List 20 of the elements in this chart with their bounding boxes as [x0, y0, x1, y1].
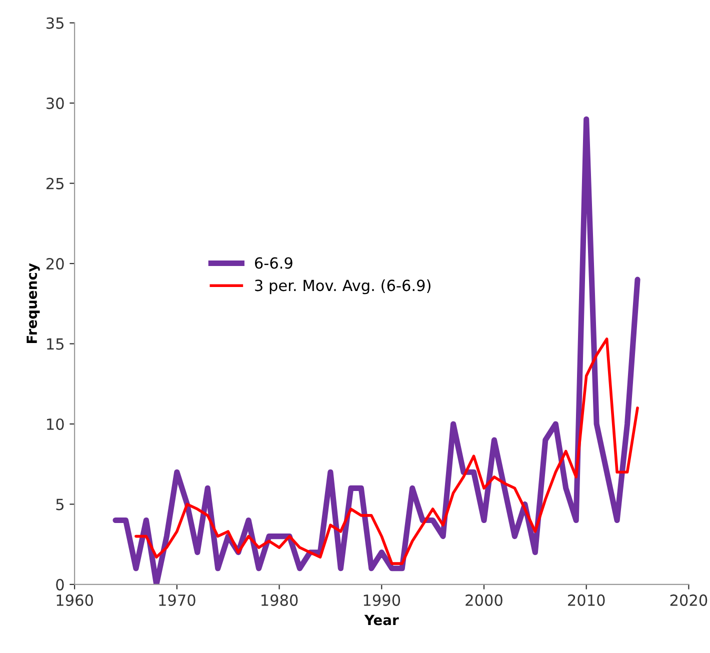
y-tick-label: 0: [56, 578, 64, 590]
y-tick-label: 30: [46, 98, 64, 110]
y-tick-label: 10: [47, 418, 64, 430]
y-tick-label: 15: [47, 338, 64, 350]
x-tick-label: 1980: [262, 594, 298, 606]
x-tick-label: 1990: [364, 594, 400, 606]
y-tick-label: 35: [46, 17, 64, 29]
x-tick-label: 1970: [159, 594, 196, 606]
legend-label: 3 per. Mov. Avg. (6-6.9): [255, 279, 430, 294]
x-tick-label: 2010: [568, 594, 605, 606]
x-axis-title: Year: [364, 614, 399, 626]
x-tick-label: 2000: [466, 594, 502, 606]
y-tick-label: 25: [46, 178, 64, 190]
y-axis-title: Frequency: [26, 263, 40, 344]
y-tick-label: 20: [46, 258, 64, 270]
y-tick-label: 5: [56, 498, 64, 510]
x-tick-label: 1960: [56, 594, 93, 606]
legend-label: 6-6.9: [254, 257, 292, 269]
x-tick-label: 2020: [670, 594, 708, 606]
line-series: [134, 338, 639, 565]
